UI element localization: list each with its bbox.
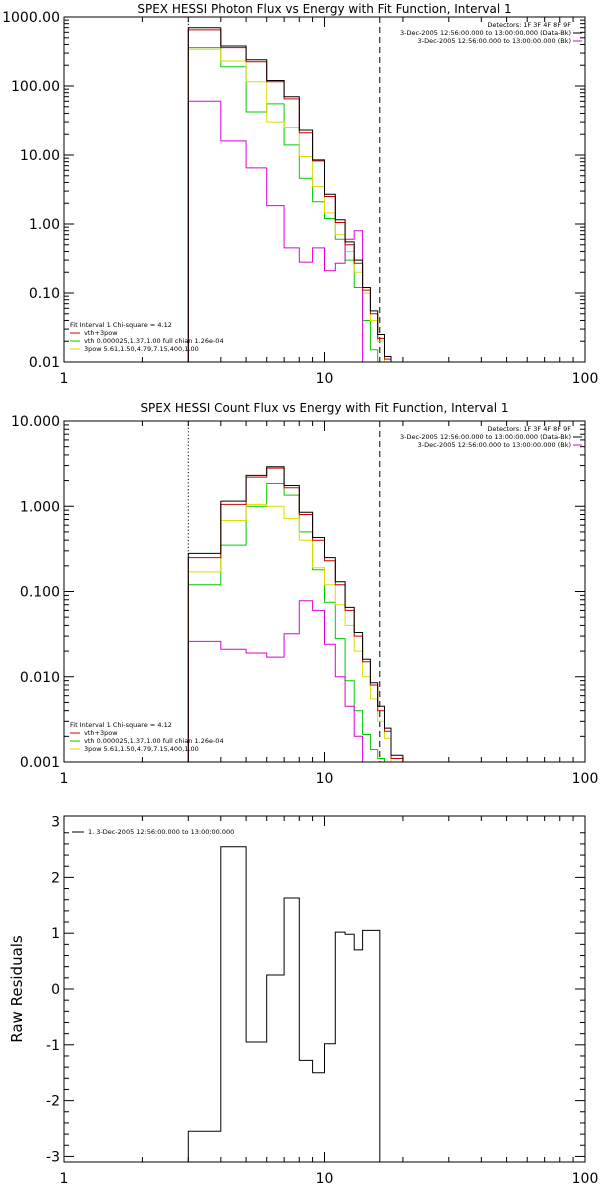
info-line: 3-Dec-2005 12:56:00.000 to 13:00:00.000 …	[400, 29, 571, 37]
legend-line: 1. 3-Dec-2005 12:56:00.000 to 13:00:00.0…	[88, 828, 234, 836]
info-line: Detectors: 1F 3F 4F 8F 9F	[487, 425, 571, 433]
y-tick-label: 1.00	[29, 217, 60, 233]
y-axis-label: Raw Residuals	[8, 935, 26, 1043]
y-tick-label: 3	[51, 815, 60, 831]
y-tick-label: 0.01	[29, 355, 60, 371]
y-tick-label: 0.001	[20, 755, 60, 771]
series-3-histogram	[187, 48, 403, 363]
legend-line: vth 0.000025,1.37,1.00 full chian 1.26e-…	[84, 737, 224, 745]
y-tick-label: -3	[46, 1149, 60, 1165]
x-tick-label: 100	[572, 371, 599, 387]
y-tick-label: -2	[46, 1094, 60, 1110]
y-tick-label: 2	[51, 870, 60, 886]
legend-line: Fit Interval 1 Chi-square = 4.12	[70, 321, 172, 329]
x-tick-label: 100	[572, 771, 599, 787]
info-line: 3-Dec-2005 12:56:00.000 to 13:00:00.000 …	[418, 441, 571, 449]
series-0-histogram	[187, 846, 381, 1162]
y-tick-label: 1.000	[20, 499, 60, 515]
x-tick-label: 1	[60, 771, 69, 787]
series-1-histogram	[187, 29, 403, 363]
y-tick-label: 0.010	[20, 670, 60, 686]
info-line: Detectors: 1F 3F 4F 8F 9F	[487, 21, 571, 29]
y-tick-label: 1	[51, 926, 60, 942]
plot-frame	[63, 16, 586, 363]
plot-frame	[63, 420, 586, 763]
legend-line: 3pow 5.61,1.50,4.79,7.15,400,1.00	[84, 745, 199, 753]
chart-title: SPEX HESSI Photon Flux vs Energy with Fi…	[137, 2, 511, 16]
x-tick-label: 10	[316, 371, 334, 387]
legend-line: vth 0.000025,1.37,1.00 full chian 1.26e-…	[84, 337, 224, 345]
y-tick-label: 0	[51, 982, 60, 998]
legend-line: 3pow 5.61,1.50,4.79,7.15,400,1.00	[84, 345, 199, 353]
info-line: 3-Dec-2005 12:56:00.000 to 13:00:00.000 …	[418, 37, 571, 45]
legend-line: vth+3pow	[84, 729, 118, 737]
x-tick-label: 1	[60, 371, 69, 387]
y-tick-label: 10.00	[20, 148, 60, 164]
series-0-histogram	[187, 466, 404, 762]
plot-frame	[63, 815, 586, 1163]
x-tick-label: 100	[572, 1171, 599, 1187]
series-2-histogram	[187, 47, 403, 363]
x-tick-label: 1	[60, 1171, 69, 1187]
y-tick-label: 10.000	[11, 414, 60, 430]
x-tick-label: 10	[316, 1171, 334, 1187]
y-tick-label: 0.10	[29, 286, 60, 302]
legend-line: vth+3pow	[84, 329, 118, 337]
chart-title: SPEX HESSI Count Flux vs Energy with Fit…	[140, 401, 508, 415]
x-tick-label: 10	[316, 771, 334, 787]
series-2-histogram	[187, 483, 403, 763]
legend-line: Fit Interval 1 Chi-square = 4.12	[70, 721, 172, 729]
y-tick-label: 0.100	[20, 585, 60, 601]
y-tick-label: -1	[46, 1038, 60, 1054]
series-4-histogram	[187, 100, 364, 362]
series-4-histogram	[187, 600, 364, 762]
y-tick-label: 100.00	[11, 79, 60, 95]
info-line: 3-Dec-2005 12:56:00.000 to 13:00:00.000 …	[400, 433, 571, 441]
y-tick-label: 1000.00	[2, 10, 60, 26]
series-0-histogram	[187, 27, 403, 363]
